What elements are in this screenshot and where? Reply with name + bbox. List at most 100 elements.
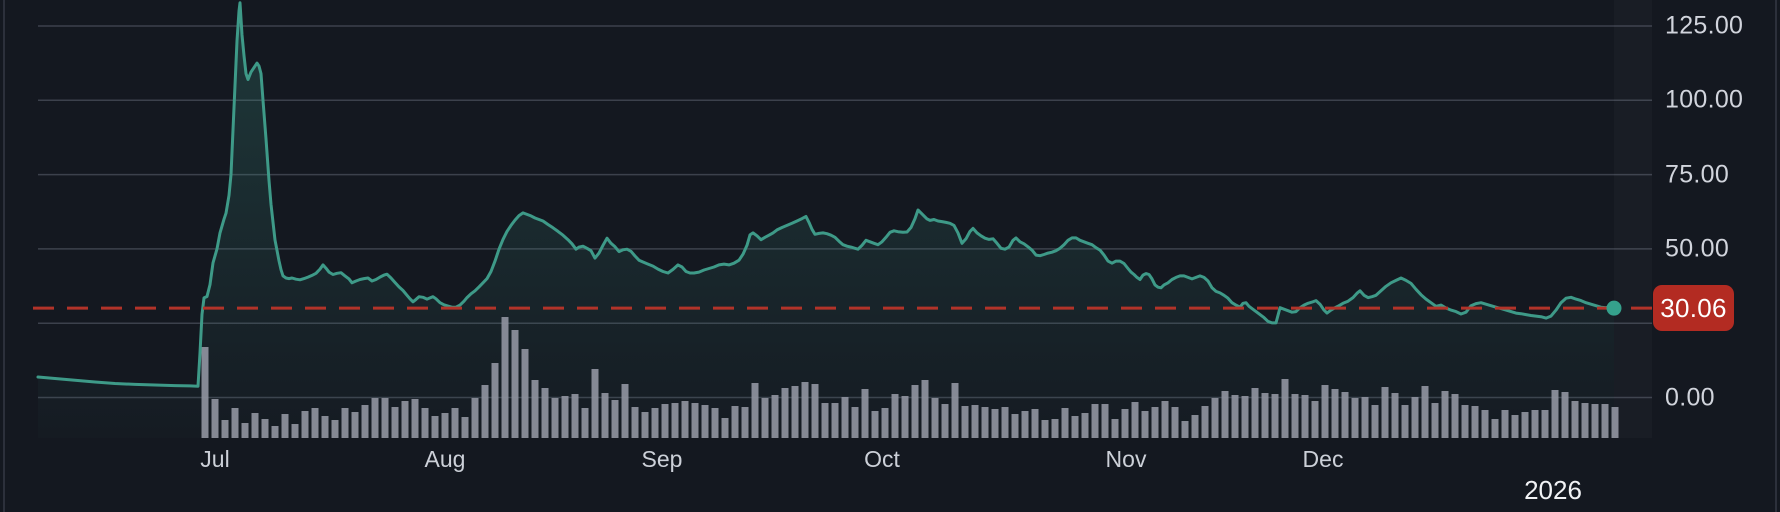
volume-bar bbox=[401, 401, 409, 438]
volume-bar bbox=[381, 398, 389, 438]
volume-bar bbox=[661, 404, 669, 438]
volume-bar bbox=[861, 389, 869, 438]
volume-bar bbox=[1101, 404, 1109, 438]
pane-left-border bbox=[3, 0, 5, 512]
volume-bar bbox=[851, 407, 859, 438]
volume-bar bbox=[821, 403, 829, 438]
volume-bar bbox=[221, 420, 229, 438]
last-price-value: 30.06 bbox=[1660, 292, 1727, 323]
volume-bar bbox=[441, 413, 449, 438]
last-point-dot bbox=[1606, 300, 1622, 316]
volume-bar bbox=[1601, 404, 1609, 438]
volume-bar bbox=[1131, 402, 1139, 438]
volume-bar bbox=[1161, 401, 1169, 438]
volume-bar bbox=[761, 398, 769, 438]
volume-bar bbox=[1331, 389, 1339, 438]
volume-bar bbox=[461, 417, 469, 438]
volume-bar bbox=[791, 386, 799, 438]
volume-bar bbox=[1501, 410, 1509, 438]
volume-bar bbox=[311, 408, 319, 438]
volume-bar bbox=[1421, 386, 1429, 438]
volume-bar bbox=[601, 393, 609, 438]
volume-bar bbox=[331, 420, 339, 438]
volume-bar bbox=[701, 405, 709, 438]
volume-bar bbox=[531, 380, 539, 438]
volume-bar bbox=[881, 408, 889, 438]
volume-bar bbox=[981, 407, 989, 438]
volume-bar bbox=[1551, 390, 1559, 438]
price-axis-label: 75.00 bbox=[1665, 160, 1730, 189]
time-axis-year-label: 2026 bbox=[1524, 475, 1582, 505]
volume-bar bbox=[1461, 405, 1469, 438]
price-scale[interactable]: 125.00 100.00 75.00 50.00 0.00 bbox=[1655, 0, 1780, 512]
volume-bar bbox=[951, 383, 959, 438]
volume-bar bbox=[781, 388, 789, 438]
volume-bar bbox=[941, 404, 949, 438]
volume-bar bbox=[771, 395, 779, 438]
volume-bar bbox=[451, 408, 459, 438]
volume-bar bbox=[1031, 409, 1039, 438]
volume-bar bbox=[551, 398, 559, 438]
volume-bar bbox=[891, 394, 899, 438]
volume-bar bbox=[1611, 407, 1619, 438]
volume-bar bbox=[571, 394, 579, 438]
time-axis-month-label: Sep bbox=[641, 446, 683, 472]
volume-bar bbox=[1141, 411, 1149, 438]
volume-bar bbox=[871, 411, 879, 438]
volume-bar bbox=[1061, 408, 1069, 438]
time-axis-month-label: Aug bbox=[424, 446, 466, 472]
volume-bar bbox=[731, 406, 739, 438]
volume-bar bbox=[931, 398, 939, 438]
volume-bar bbox=[841, 397, 849, 438]
volume-bar bbox=[1561, 392, 1569, 438]
volume-bar bbox=[1301, 395, 1309, 438]
volume-bar bbox=[741, 407, 749, 438]
volume-bar bbox=[1111, 419, 1119, 438]
volume-bar bbox=[1191, 415, 1199, 438]
volume-bar bbox=[1471, 406, 1479, 438]
volume-bar bbox=[1591, 404, 1599, 438]
volume-bar bbox=[251, 413, 259, 438]
volume-bar bbox=[1521, 412, 1529, 438]
volume-bar bbox=[911, 385, 919, 438]
volume-bar bbox=[301, 411, 309, 438]
volume-bar bbox=[561, 396, 569, 438]
volume-bar bbox=[611, 400, 619, 438]
volume-bar bbox=[501, 317, 509, 438]
volume-bar bbox=[1361, 397, 1369, 438]
time-scale[interactable]: Jul Aug Sep Oct Nov Dec 2026 bbox=[0, 438, 1780, 512]
volume-bar bbox=[1081, 413, 1089, 438]
volume-bar bbox=[511, 330, 519, 438]
volume-bar bbox=[521, 349, 529, 438]
price-area-fill bbox=[38, 2, 1614, 439]
time-axis-month-label: Jul bbox=[200, 446, 230, 472]
volume-bar bbox=[691, 403, 699, 438]
volume-bar bbox=[321, 416, 329, 438]
volume-bar bbox=[481, 385, 489, 438]
volume-bar bbox=[651, 408, 659, 438]
volume-bar bbox=[1211, 398, 1219, 438]
volume-bar bbox=[1291, 394, 1299, 438]
volume-bar bbox=[231, 408, 239, 438]
volume-bar bbox=[1441, 391, 1449, 438]
volume-bar bbox=[1451, 394, 1459, 438]
volume-bar bbox=[1221, 391, 1229, 438]
volume-bar bbox=[721, 418, 729, 438]
volume-bar bbox=[1371, 405, 1379, 438]
volume-bar bbox=[751, 383, 759, 438]
volume-bar bbox=[371, 398, 379, 438]
pane-right-border bbox=[1775, 0, 1777, 512]
volume-bar bbox=[1051, 419, 1059, 438]
volume-bar bbox=[1571, 401, 1579, 438]
volume-bar bbox=[671, 403, 679, 438]
volume-bar bbox=[1321, 385, 1329, 438]
volume-bar bbox=[1491, 419, 1499, 438]
volume-bar bbox=[641, 412, 649, 438]
volume-bar bbox=[1011, 414, 1019, 438]
price-line bbox=[36, 1, 1616, 388]
last-price-badge: 30.06 bbox=[1653, 285, 1734, 332]
volume-bar bbox=[541, 388, 549, 438]
volume-bar bbox=[241, 423, 249, 438]
